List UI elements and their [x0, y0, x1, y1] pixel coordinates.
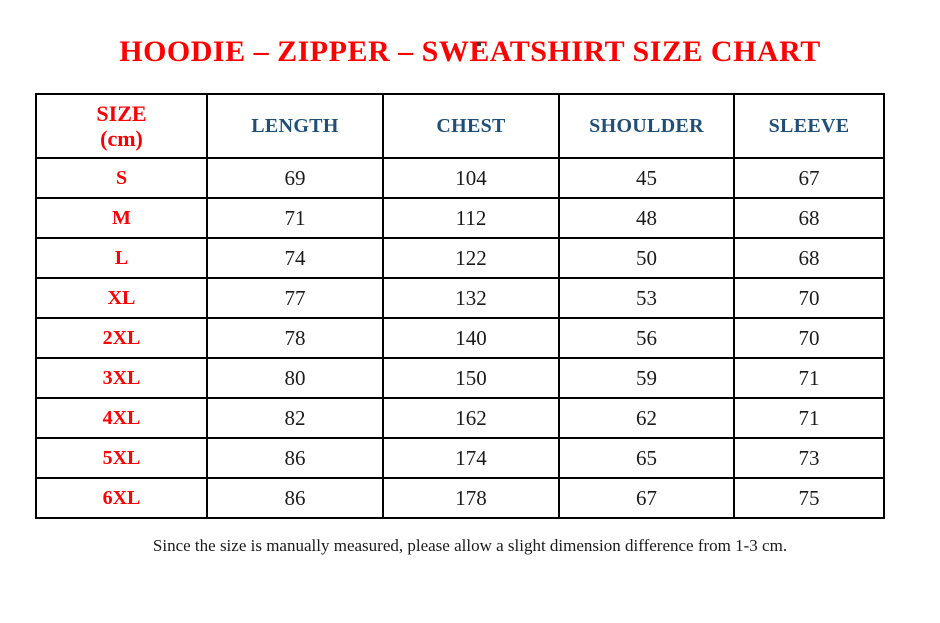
- chest-value-cell: 178: [382, 477, 560, 519]
- chest-value-cell: 132: [382, 277, 560, 319]
- table-row: XL 77 132 53 70: [35, 277, 885, 319]
- sleeve-value-cell: 73: [733, 437, 885, 479]
- length-value-cell: 80: [206, 357, 384, 399]
- size-header-line2: (cm): [100, 126, 143, 151]
- chest-value-cell: 150: [382, 357, 560, 399]
- size-chart-page: HOODIE – ZIPPER – SWEATSHIRT SIZE CHART …: [0, 34, 940, 623]
- sleeve-value-cell: 67: [733, 157, 885, 199]
- shoulder-value-cell: 48: [558, 197, 735, 239]
- measurement-disclaimer: Since the size is manually measured, ple…: [152, 536, 788, 555]
- size-header-line1: SIZE: [96, 100, 147, 126]
- header-row: SIZE (cm) LENGTH CHEST SHOULDER SLEEVE: [35, 93, 885, 159]
- shoulder-value-cell: 59: [558, 357, 735, 399]
- size-label-cell: L: [35, 237, 208, 279]
- length-value-cell: 86: [206, 477, 384, 519]
- table-row: S 69 104 45 67: [35, 157, 885, 199]
- chest-value-cell: 112: [382, 197, 560, 239]
- shoulder-value-cell: 65: [558, 437, 735, 479]
- size-chart-table: SIZE (cm) LENGTH CHEST SHOULDER SLEEVE S…: [35, 93, 885, 519]
- sleeve-value-cell: 71: [733, 397, 885, 439]
- column-header-length: LENGTH: [206, 93, 384, 159]
- size-label-cell: 2XL: [35, 317, 208, 359]
- table-header: SIZE (cm) LENGTH CHEST SHOULDER SLEEVE: [35, 93, 885, 159]
- chest-value-cell: 174: [382, 437, 560, 479]
- sleeve-value-cell: 68: [733, 237, 885, 279]
- chest-value-cell: 140: [382, 317, 560, 359]
- sleeve-value-cell: 70: [733, 277, 885, 319]
- size-label-cell: S: [35, 157, 208, 199]
- size-label-cell: 3XL: [35, 357, 208, 399]
- length-value-cell: 69: [206, 157, 384, 199]
- shoulder-value-cell: 53: [558, 277, 735, 319]
- table-row: 4XL 82 162 62 71: [35, 397, 885, 439]
- chest-value-cell: 104: [382, 157, 560, 199]
- chest-value-cell: 122: [382, 237, 560, 279]
- table-row: 3XL 80 150 59 71: [35, 357, 885, 399]
- table-row: 6XL 86 178 67 75: [35, 477, 885, 519]
- table-row: M 71 112 48 68: [35, 197, 885, 239]
- shoulder-value-cell: 45: [558, 157, 735, 199]
- sleeve-value-cell: 71: [733, 357, 885, 399]
- shoulder-value-cell: 67: [558, 477, 735, 519]
- column-header-chest: CHEST: [382, 93, 560, 159]
- table-row: 5XL 86 174 65 73: [35, 437, 885, 479]
- shoulder-value-cell: 56: [558, 317, 735, 359]
- chest-value-cell: 162: [382, 397, 560, 439]
- column-header-shoulder: SHOULDER: [558, 93, 735, 159]
- sleeve-value-cell: 70: [733, 317, 885, 359]
- length-value-cell: 71: [206, 197, 384, 239]
- size-label-cell: 5XL: [35, 437, 208, 479]
- length-value-cell: 82: [206, 397, 384, 439]
- page-title: HOODIE – ZIPPER – SWEATSHIRT SIZE CHART: [119, 35, 821, 68]
- size-label-cell: 6XL: [35, 477, 208, 519]
- size-table-body: S 69 104 45 67 M 71 112 48 68 L 74 122 50 68 XL 77 132 53 7…: [35, 157, 885, 519]
- shoulder-value-cell: 62: [558, 397, 735, 439]
- length-value-cell: 86: [206, 437, 384, 479]
- sleeve-value-cell: 68: [733, 197, 885, 239]
- length-value-cell: 74: [206, 237, 384, 279]
- column-header-sleeve: SLEEVE: [733, 93, 885, 159]
- size-label-cell: XL: [35, 277, 208, 319]
- table-row: 2XL 78 140 56 70: [35, 317, 885, 359]
- sleeve-value-cell: 75: [733, 477, 885, 519]
- stray-dot-artifact: [477, 42, 481, 46]
- size-label-cell: M: [35, 197, 208, 239]
- column-header-size: SIZE (cm): [35, 93, 208, 159]
- table-row: L 74 122 50 68: [35, 237, 885, 279]
- shoulder-value-cell: 50: [558, 237, 735, 279]
- length-value-cell: 78: [206, 317, 384, 359]
- size-label-cell: 4XL: [35, 397, 208, 439]
- length-value-cell: 77: [206, 277, 384, 319]
